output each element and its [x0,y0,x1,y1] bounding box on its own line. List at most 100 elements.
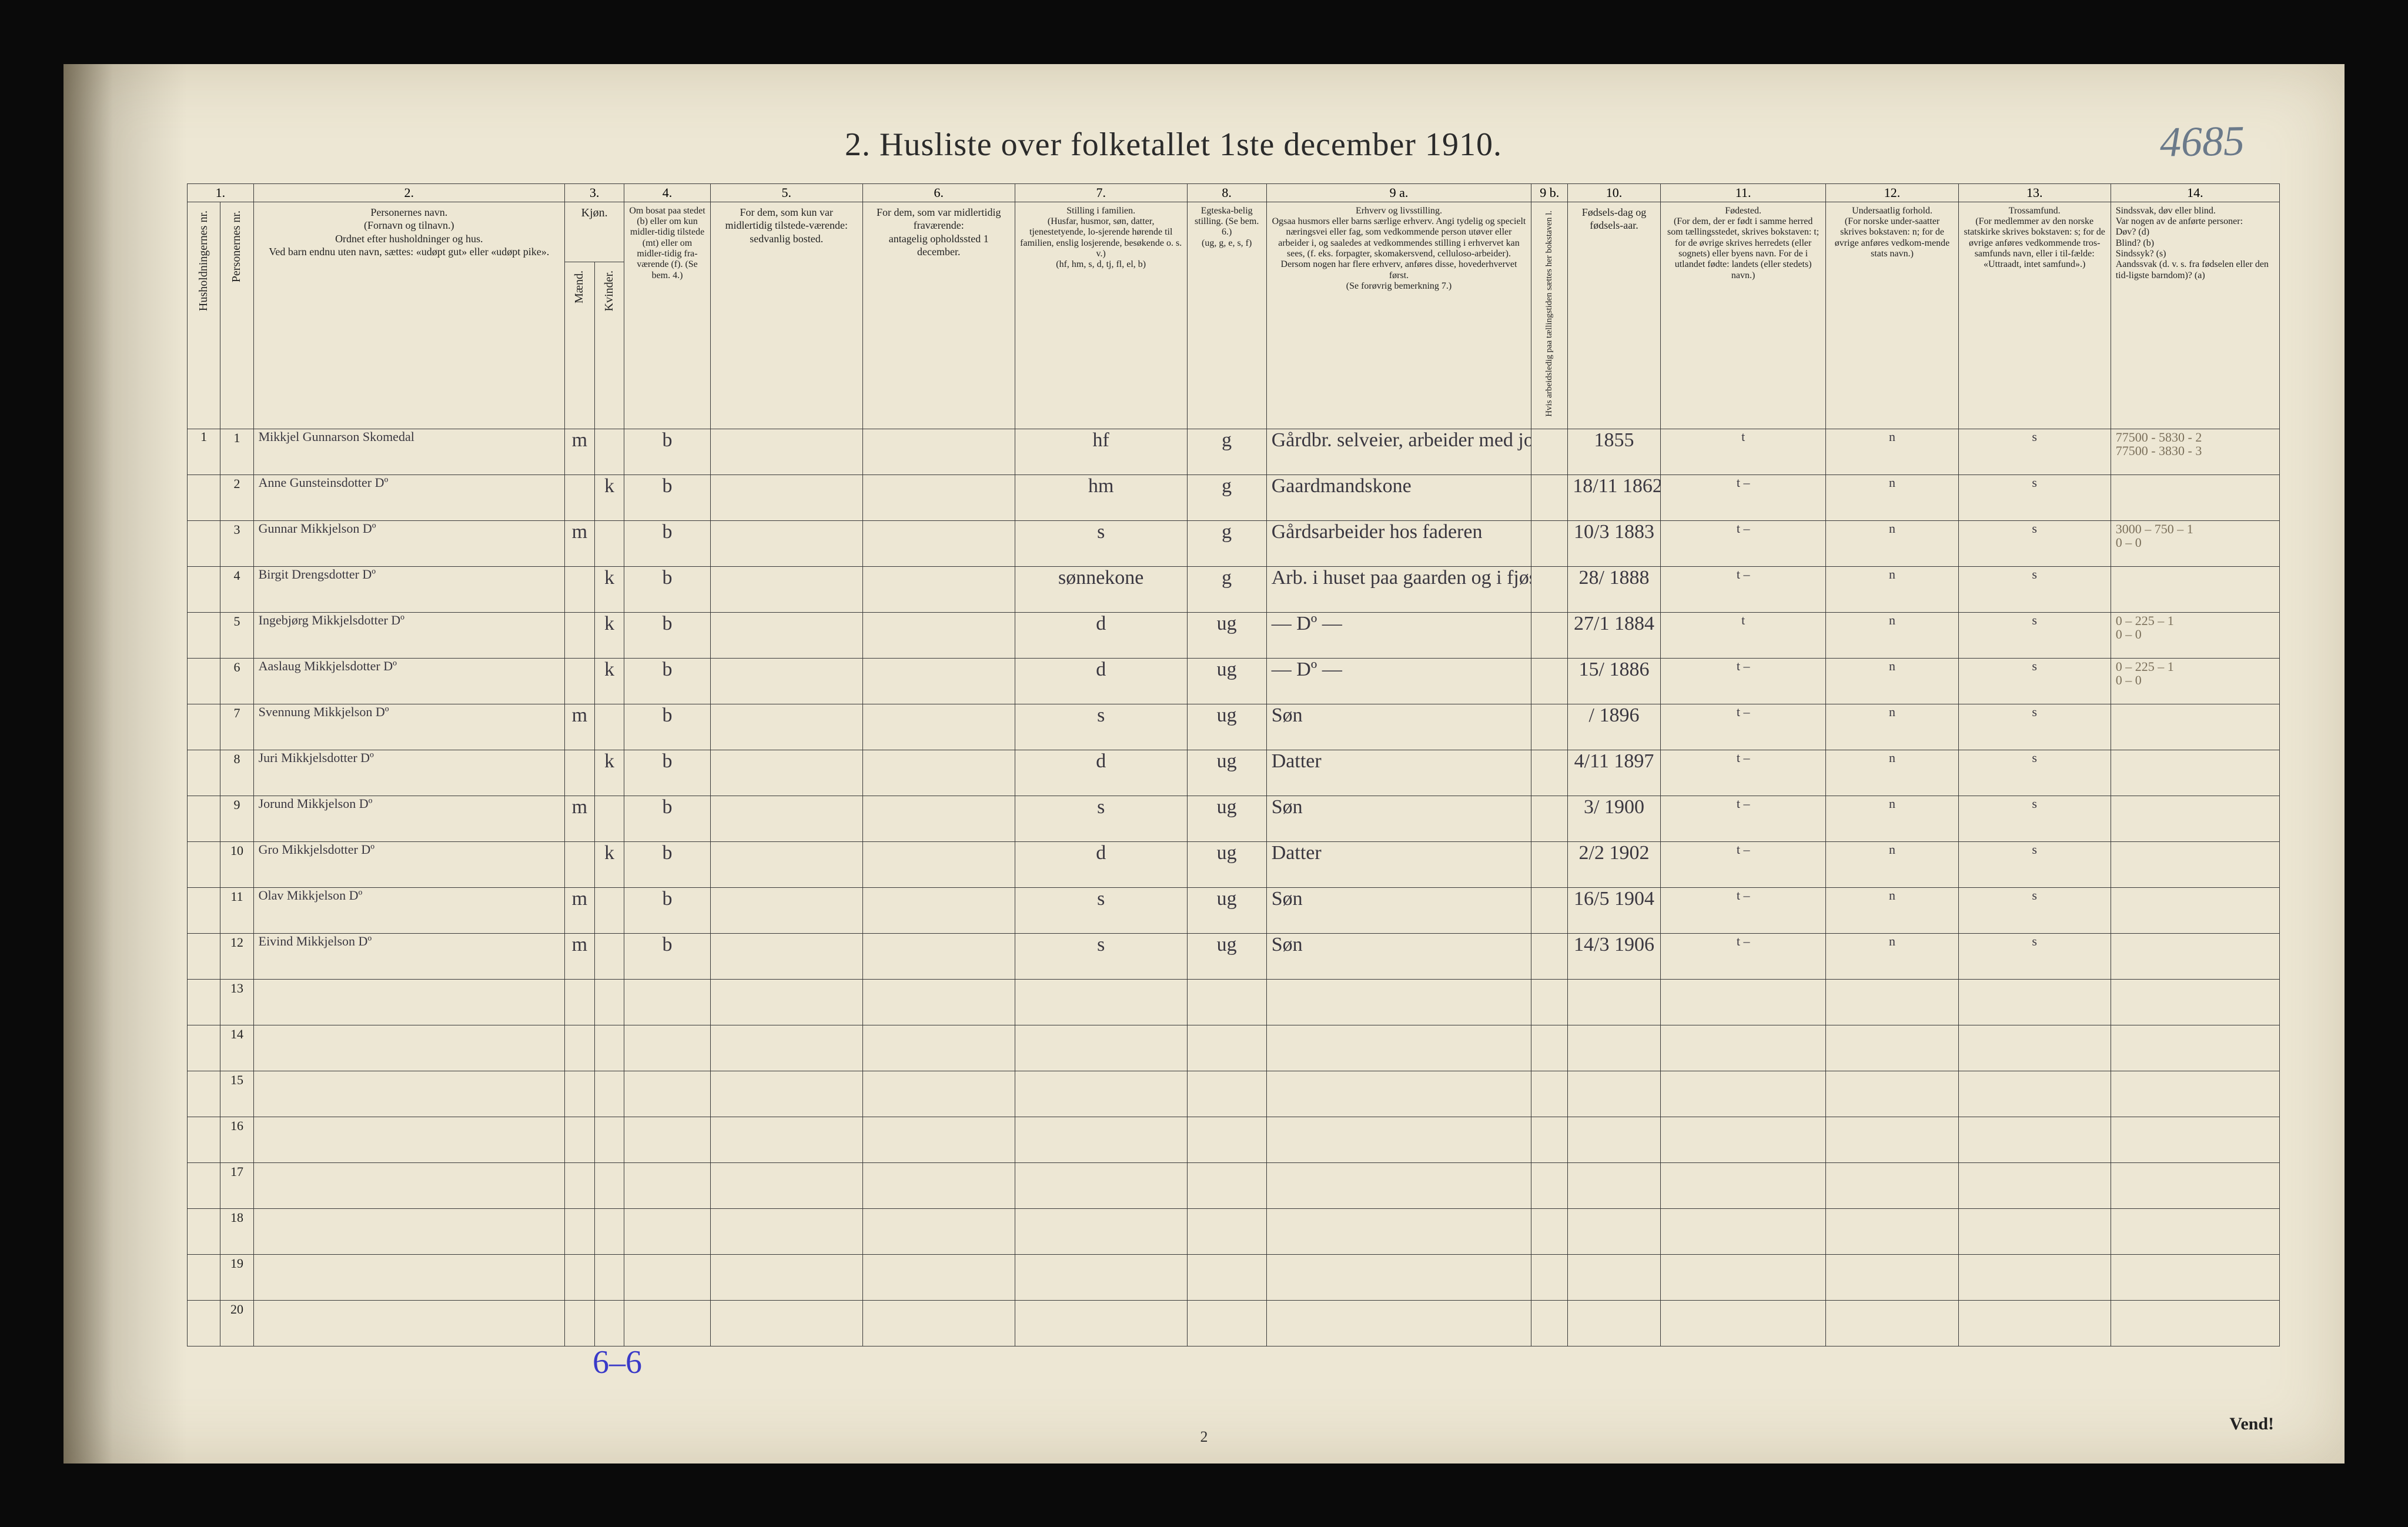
cell-residence: b [624,613,710,659]
census-page: 2. Husliste over folketallet 1ste decemb… [63,64,2345,1463]
cell-empty [1660,1071,1826,1117]
cell-marital: g [1187,429,1266,475]
cell-person-no: 9 [220,796,253,842]
cell-empty [1826,1301,1958,1346]
cell-marital: ug [1187,796,1266,842]
hdr-unemployed: Hvis arbeidsledig paa tællingstiden sætt… [1531,202,1568,429]
cell-sex-k: k [594,842,624,888]
cell-unemployed [1531,750,1568,796]
cell-empty [1660,1255,1826,1301]
cell-faith: s [1958,934,2111,980]
cell-empty [1531,1117,1568,1163]
cell-empty [1826,1209,1958,1255]
cell-empty [594,1301,624,1346]
cell-empty [624,1209,710,1255]
cell-household-no [188,796,220,842]
cell-empty [862,1301,1015,1346]
cell-empty [594,980,624,1025]
table-row: 6Aaslaug Mikkjelsdotter Dºkbdug— Dº —15/… [188,659,2280,704]
cell-empty [1568,1071,1661,1117]
table-row: 12Eivind Mikkjelson DºmbsugSøn14/3 1906t… [188,934,2280,980]
record-stamp: 4685 [2159,116,2280,167]
cell-marital: ug [1187,704,1266,750]
cell-empty [1660,1209,1826,1255]
cell-empty [1015,1025,1187,1071]
cell-name: Birgit Drengsdotter Dº [253,567,564,613]
cell-unemployed [1531,888,1568,934]
cell-sex-m: m [564,888,594,934]
hdr-text: Personernes nr. [229,206,244,287]
cell-temp-absent [862,750,1015,796]
cell-marital: g [1187,567,1266,613]
cell-faith: s [1958,842,2111,888]
cell-empty [1187,1163,1266,1209]
cell-marital: ug [1187,934,1266,980]
cell-empty [594,1025,624,1071]
table-row-empty: 18 [188,1209,2280,1255]
cell-nationality: n [1826,750,1958,796]
cell-empty [253,980,564,1025]
cell-unemployed [1531,521,1568,567]
cell-empty [1531,1301,1568,1346]
cell-sex-k [594,429,624,475]
cell-empty [1568,1301,1661,1346]
cell-empty [862,1163,1015,1209]
cell-residence: b [624,934,710,980]
cell-occupation: Søn [1266,796,1531,842]
cell-nationality: n [1826,842,1958,888]
cell-temp-absent [862,659,1015,704]
cell-faith: s [1958,613,2111,659]
cell-unemployed [1531,567,1568,613]
cell-sex-m: m [564,796,594,842]
hdr-sex: Kjøn. [564,202,624,262]
cell-temp-absent [862,842,1015,888]
cell-empty [624,1255,710,1301]
cell-empty [1266,1117,1531,1163]
cell-temp-absent [862,567,1015,613]
cell-sex-m: m [564,521,594,567]
cell-residence: b [624,475,710,521]
cell-birthplace: t – [1660,750,1826,796]
cell-empty [1660,1301,1826,1346]
cell-person-no: 16 [220,1117,253,1163]
cell-empty [1826,1255,1958,1301]
cell-sex-k: k [594,613,624,659]
cell-family-pos: s [1015,521,1187,567]
colnum: 8. [1187,183,1266,202]
table-row: 5Ingebjørg Mikkjelsdotter Dºkbdug— Dº —2… [188,613,2280,659]
cell-household-no [188,888,220,934]
cell-note [2111,750,2279,796]
cell-empty [594,1255,624,1301]
cell-empty [1568,1025,1661,1071]
cell-faith: s [1958,521,2111,567]
cell-household-no [188,1025,220,1071]
cell-note: 0 – 225 – 1 0 – 0 [2111,613,2279,659]
cell-household-no [188,1209,220,1255]
cell-faith: s [1958,704,2111,750]
cell-temp-absent [862,888,1015,934]
cell-faith: s [1958,475,2111,521]
cell-family-pos: d [1015,750,1187,796]
cell-sex-m [564,475,594,521]
colnum: 1. [188,183,254,202]
cell-empty [1015,1071,1187,1117]
colnum: 12. [1826,183,1958,202]
cell-empty [564,1255,594,1301]
cell-sex-k [594,796,624,842]
cell-residence: b [624,842,710,888]
cell-empty [1266,1209,1531,1255]
cell-family-pos: d [1015,659,1187,704]
hdr-male: Mænd. [564,262,594,429]
hdr-nationality: Undersaatlig forhold. (For norske under-… [1826,202,1958,429]
cell-person-no: 19 [220,1255,253,1301]
cell-empty [624,980,710,1025]
cell-temp-present [710,567,862,613]
cell-empty [2111,980,2279,1025]
cell-name: Gro Mikkjelsdotter Dº [253,842,564,888]
cell-empty [1958,1117,2111,1163]
cell-marital: ug [1187,750,1266,796]
cell-sex-m [564,659,594,704]
cell-dob: 27/1 1884 [1568,613,1661,659]
cell-occupation: Gårdbr. selveier, arbeider med jord og s… [1266,429,1531,475]
cell-sex-m [564,750,594,796]
